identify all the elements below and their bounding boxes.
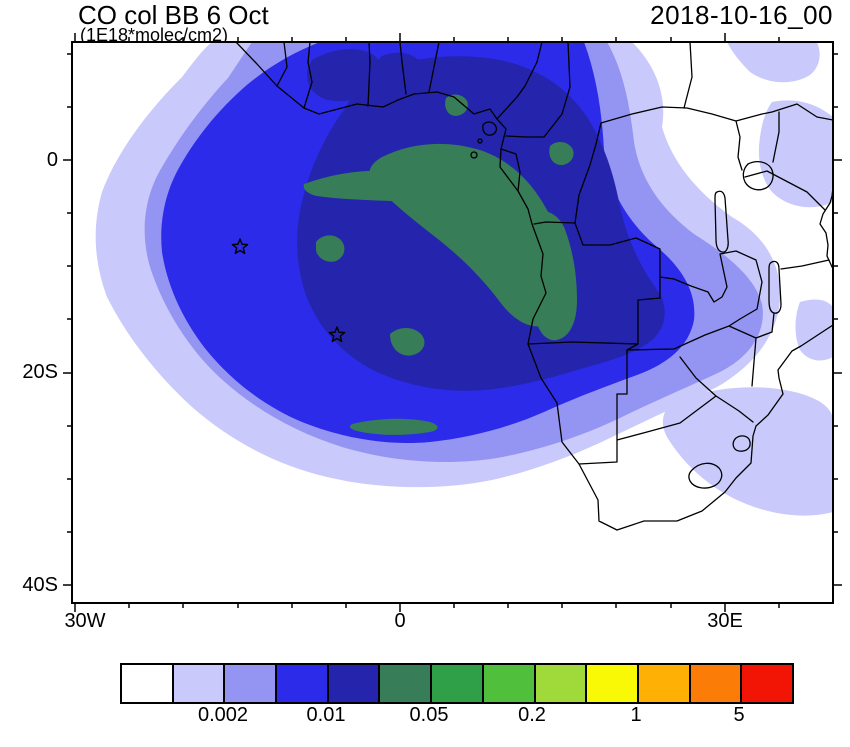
colorbar-swatch bbox=[535, 665, 588, 702]
contour-fills bbox=[72, 42, 833, 603]
colorbar-swatch bbox=[277, 665, 329, 702]
x-axis-label-0: 0 bbox=[394, 610, 406, 632]
colorbar-swatch bbox=[587, 665, 639, 702]
colorbar-tick-label: 5 bbox=[733, 704, 745, 726]
x-axis-label-30e: 30E bbox=[707, 610, 743, 632]
colorbar-tick-label: 0.05 bbox=[409, 704, 449, 726]
colorbar-swatch bbox=[173, 665, 226, 702]
colorbar-swatch bbox=[432, 665, 484, 702]
plot-units: (1E18*molec/cm2) bbox=[80, 25, 229, 45]
map-plot bbox=[63, 33, 842, 612]
y-axis-label-20s: 20S bbox=[22, 361, 58, 383]
y-axis-label-40s: 40S bbox=[22, 574, 58, 596]
colorbar-tick-label: 0.01 bbox=[306, 704, 346, 726]
colorbar bbox=[120, 663, 794, 704]
east-africa-coastline bbox=[819, 187, 833, 270]
lakes-and-enclaves bbox=[470, 121, 782, 489]
y-axis-label-0: 0 bbox=[46, 149, 58, 171]
map-frame bbox=[71, 41, 834, 604]
plot-date: 2018-10-16_00 bbox=[650, 0, 833, 30]
colorbar-tick-label: 0.2 bbox=[518, 704, 546, 726]
colorbar-tick-label: 1 bbox=[630, 704, 642, 726]
colorbar-swatch bbox=[742, 665, 792, 702]
country-borders bbox=[276, 42, 833, 465]
colorbar-swatch bbox=[638, 665, 691, 702]
plot-title: CO col BB 6 Oct bbox=[78, 0, 269, 30]
colorbar-swatch bbox=[328, 665, 381, 702]
colorbar-swatch bbox=[225, 665, 278, 702]
x-axis-label-30w: 30W bbox=[64, 610, 106, 632]
colorbar-swatch bbox=[122, 665, 174, 702]
star-marker-2 bbox=[328, 326, 346, 343]
colorbar-swatch bbox=[380, 665, 433, 702]
axis-ticks bbox=[63, 33, 842, 612]
colorbar-swatch bbox=[690, 665, 743, 702]
colorbar-swatch bbox=[483, 665, 536, 702]
colorbar-tick-label: 0.002 bbox=[197, 704, 249, 726]
africa-coastline bbox=[235, 42, 833, 531]
contour-fill-level5 bbox=[303, 94, 577, 435]
star-marker-1 bbox=[231, 238, 249, 255]
